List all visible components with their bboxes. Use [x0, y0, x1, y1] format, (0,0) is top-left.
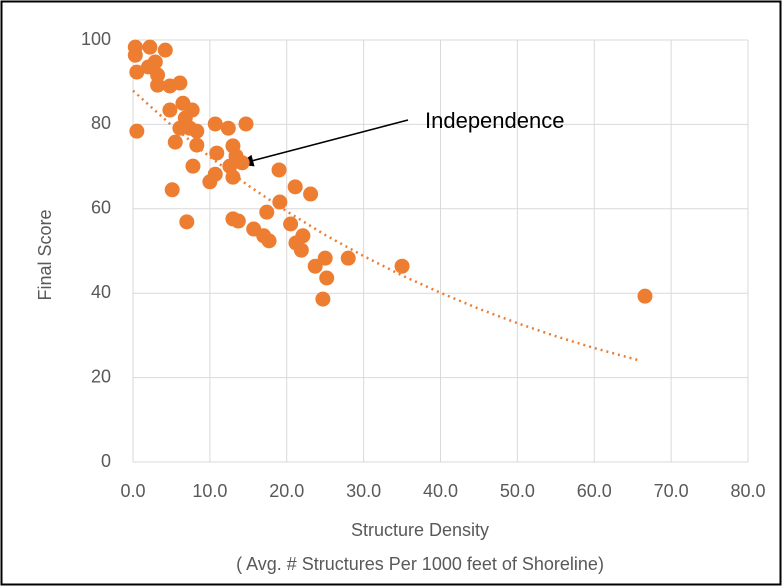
point: [209, 145, 225, 161]
point: [307, 258, 323, 274]
point: [238, 116, 254, 132]
point: [283, 216, 299, 232]
point: [293, 242, 309, 258]
point: [172, 75, 188, 91]
point: [272, 194, 288, 210]
annotation: Independence: [425, 108, 564, 133]
y-tick-label: 0: [101, 451, 111, 471]
y-tick-label: 20: [91, 366, 111, 386]
y-tick-label: 40: [91, 282, 111, 302]
point: [394, 258, 410, 274]
y-tick-label: 100: [81, 29, 111, 49]
point: [185, 158, 201, 174]
point: [303, 186, 319, 202]
point: [127, 47, 143, 63]
point: [207, 116, 223, 132]
point: [189, 123, 205, 139]
point: [164, 182, 180, 198]
point: [150, 77, 166, 93]
annotation-arrow: [238, 119, 409, 167]
point: [317, 250, 333, 266]
point: [162, 102, 178, 118]
x-tick-label: 0.0: [120, 481, 145, 501]
point: [340, 250, 356, 266]
point: [287, 179, 303, 195]
point: [220, 120, 236, 136]
point: [129, 64, 145, 80]
point: [189, 137, 205, 153]
y-tick-label: 80: [91, 113, 111, 133]
point: [261, 233, 277, 249]
x-tick-label: 70.0: [654, 481, 689, 501]
point: [142, 39, 158, 55]
x-tick-label: 50.0: [500, 481, 535, 501]
point: [315, 291, 331, 307]
point: [202, 174, 218, 190]
x-tick-label: 20.0: [269, 481, 304, 501]
point: [157, 42, 173, 58]
y-axis-title: Final Score: [35, 209, 55, 300]
point: [319, 270, 335, 286]
point: [637, 288, 653, 304]
x-tick-label: 10.0: [192, 481, 227, 501]
point: [167, 134, 183, 150]
trendline: [132, 89, 641, 362]
point: [259, 204, 275, 220]
point: [271, 162, 287, 178]
point: [147, 54, 163, 70]
x-axis-subtitle: ( Avg. # Structures Per 1000 feet of Sho…: [236, 554, 604, 574]
y-tick-label: 60: [91, 198, 111, 218]
x-axis-title: Structure Density: [351, 520, 489, 540]
x-tick-label: 80.0: [730, 481, 765, 501]
point: [225, 169, 241, 185]
x-tick-label: 60.0: [577, 481, 612, 501]
point: [179, 214, 195, 230]
x-tick-label: 30.0: [346, 481, 381, 501]
point: [129, 123, 145, 139]
point: [234, 155, 250, 171]
x-tick-label: 40.0: [423, 481, 458, 501]
point: [230, 213, 246, 229]
